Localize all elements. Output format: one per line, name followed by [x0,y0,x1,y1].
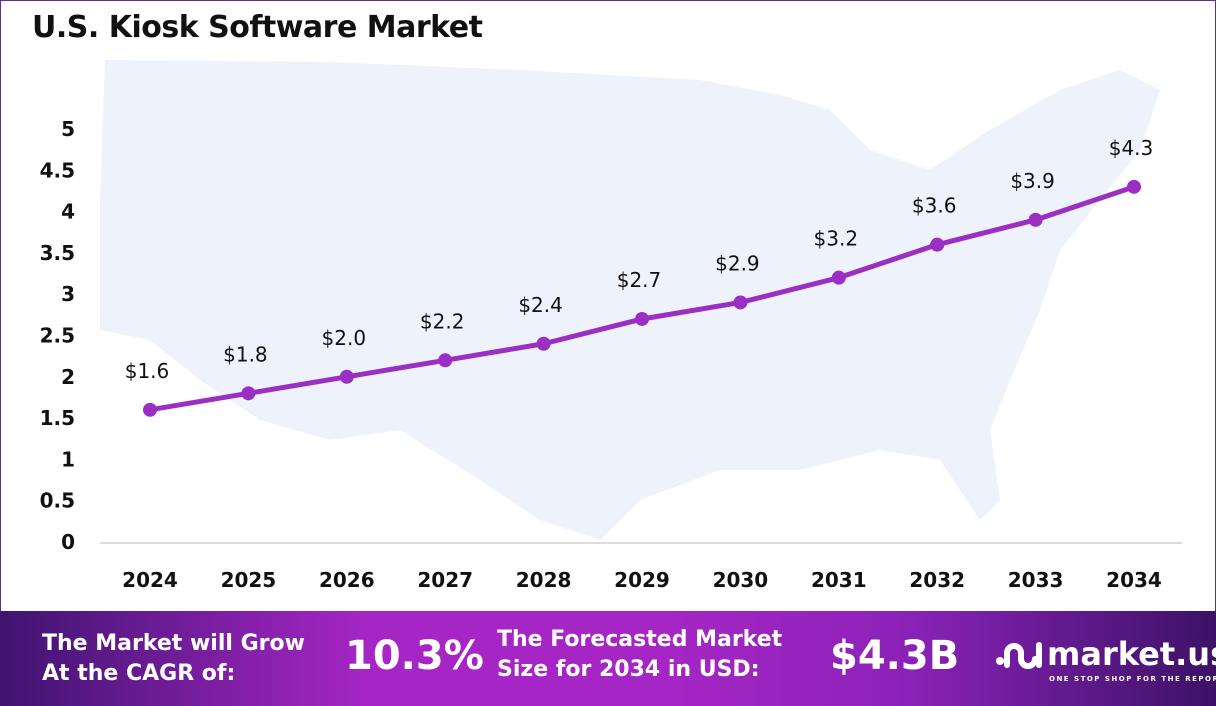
y-tick-label: 1 [61,447,75,471]
cagr-label: The Market will Grow At the CAGR of: [42,629,305,689]
market-size-label: The Forecasted Market Size for 2034 in U… [497,625,782,685]
x-tick-label: 2031 [811,568,867,592]
chart-title: U.S. Kiosk Software Market [32,10,483,45]
size-label-line2: Size for 2034 in USD: [497,657,760,682]
y-tick-label: 0 [61,530,75,554]
footer-banner: The Market will Grow At the CAGR of: 10.… [0,611,1216,706]
data-label: $3.9 [1010,169,1055,193]
data-point [143,402,157,417]
y-tick-label: 3 [61,282,75,306]
data-point [339,369,354,384]
x-tick-label: 2027 [417,568,473,592]
x-tick-label: 2024 [122,568,178,592]
data-point [438,353,453,368]
x-tick-label: 2025 [221,568,277,592]
data-point [831,270,846,285]
data-label: $4.3 [1109,136,1154,160]
cagr-label-line1: The Market will Grow [42,631,305,656]
data-point [930,237,945,252]
x-tick-label: 2032 [909,568,965,592]
data-label: $3.6 [912,194,957,218]
data-label: $2.0 [322,326,367,350]
data-label: $3.2 [814,227,859,251]
cagr-label-line2: At the CAGR of: [42,661,236,686]
y-tick-label: 3.5 [40,241,75,265]
y-tick-label: 1.5 [40,406,75,430]
x-tick-label: 2030 [713,568,769,592]
data-label: $2.4 [518,293,563,317]
x-tick-label: 2029 [614,568,670,592]
data-label: $1.6 [125,359,170,383]
x-tick-label: 2033 [1008,568,1064,592]
logo-name: market.us [1047,635,1216,673]
y-tick-label: 2.5 [40,324,75,348]
logo-icon [996,642,1042,669]
data-point [1028,212,1043,227]
y-tick-label: 5 [61,117,75,141]
cagr-value: 10.3% [345,633,484,679]
y-tick-label: 0.5 [40,489,75,513]
x-tick-label: 2028 [516,568,572,592]
data-point [635,311,649,326]
market-size-value: $4.3B [830,633,960,679]
us-map-silhouette [100,60,1160,540]
size-label-line1: The Forecasted Market [497,627,783,652]
y-tick-label: 4.5 [40,158,75,182]
data-point [1127,179,1141,194]
y-tick-label: 4 [61,200,75,224]
data-label: $1.8 [223,342,268,366]
x-tick-label: 2034 [1106,568,1162,592]
data-point [241,386,256,401]
data-point [733,295,748,310]
data-label: $2.2 [420,309,465,333]
data-label: $2.9 [715,251,760,275]
market-us-logo: market.us ONE STOP SHOP FOR THE REPORTS [995,635,1216,683]
data-point [536,336,551,351]
y-tick-label: 2 [61,365,75,389]
logo-tagline: ONE STOP SHOP FOR THE REPORTS [1049,675,1216,683]
line-chart: 0 0.5 1 1.5 2 2.5 3 3.5 4 4.5 5 2024 2025 2026 2027 20… [40,60,1182,592]
data-label: $2.7 [617,268,662,292]
x-tick-label: 2026 [319,568,375,592]
